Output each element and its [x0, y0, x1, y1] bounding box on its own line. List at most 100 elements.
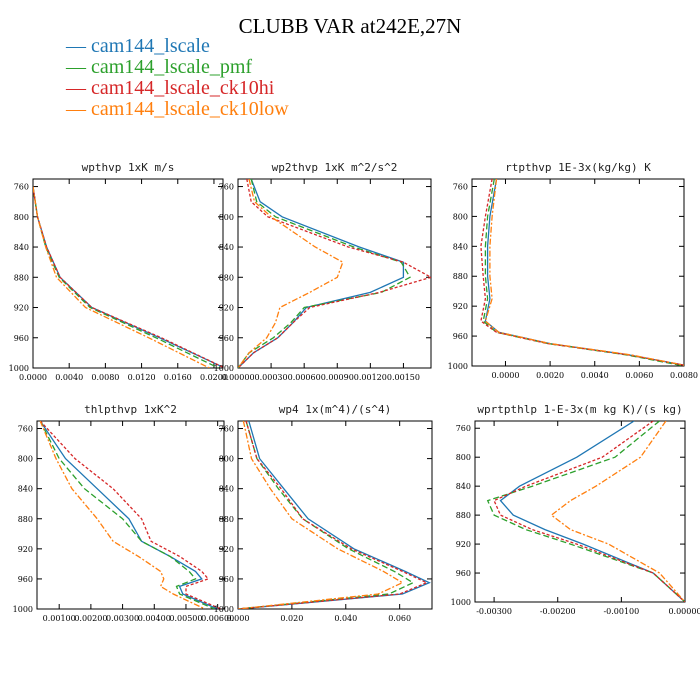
subplot: thlpthvp 1xK^276080084088092096010000.00…: [13, 403, 235, 623]
legend-line: —: [66, 98, 91, 120]
y-tick-label: 800: [456, 453, 471, 462]
y-tick-label: 1000: [451, 598, 471, 607]
y-tick-label: 920: [219, 545, 234, 554]
series-line: [33, 186, 210, 368]
x-tick-label: 0.040: [334, 614, 357, 623]
y-tick-label: 960: [14, 334, 29, 343]
plot-frame: [36, 420, 225, 610]
x-tick-label: 0.020: [280, 614, 303, 623]
subplot: wprtpthlp 1-E-3x(m kg K)/(s kg) 760 800 840…: [451, 403, 700, 616]
y-tick-label: 920: [453, 302, 468, 311]
x-tick-label: 0.00030: [255, 373, 288, 382]
x-tick-label: 0.00500: [169, 614, 202, 623]
series-line: [238, 179, 431, 368]
series-line: [39, 421, 215, 609]
subplot-title: wprtpthlp 1-E-3x(m kg K)/(s kg): [477, 403, 682, 416]
legend-item: — cam144_lscale_pmf: [66, 57, 289, 78]
y-tick-label: 760: [18, 425, 33, 434]
y-tick-label: 1000: [13, 605, 33, 614]
subplot-title: wp2thvp 1xK m^2/s^2: [272, 161, 398, 174]
x-tick-label: -0.00100: [603, 607, 639, 616]
x-tick-label: 0.0080: [670, 371, 698, 380]
legend-item: — cam144_lscale: [66, 36, 289, 57]
y-tick-label: 840: [219, 243, 234, 252]
y-tick-label: 840: [18, 485, 33, 494]
x-tick-label: 0.00000: [668, 607, 700, 616]
x-tick-label: 0.0020: [536, 371, 564, 380]
y-tick-label: 1000: [448, 362, 468, 371]
x-tick-label: 0.00000: [221, 373, 254, 382]
y-tick-label: 1000: [214, 605, 234, 614]
series-line: [33, 186, 223, 368]
legend-item: — cam144_lscale_ck10hi: [66, 78, 289, 99]
series-line: [493, 421, 685, 602]
y-tick-label: 1000: [214, 364, 234, 373]
x-tick-label: 0.0040: [581, 371, 609, 380]
x-tick-label: 0.000: [227, 614, 250, 623]
y-tick-label: 840: [14, 243, 29, 252]
series-line: [238, 179, 405, 368]
legend-label: cam144_lscale_pmf: [91, 56, 253, 78]
legend-line: —: [66, 56, 91, 78]
subplot-title: thlpthvp 1xK^2: [84, 403, 177, 416]
plot-frame: [471, 178, 685, 367]
plot-frame: [237, 178, 432, 369]
subplot-title: rtpthvp 1E-3x(kg/kg) K: [505, 161, 651, 174]
plot-frame: [32, 178, 224, 369]
y-tick-label: 880: [219, 515, 234, 524]
y-tick-label: 1000: [9, 364, 29, 373]
subplot-title: wpthvp 1xK m/s: [82, 161, 175, 174]
series-line: [33, 186, 223, 368]
series-line: [484, 179, 684, 366]
y-tick-label: 840: [456, 482, 471, 491]
y-tick-label: 800: [14, 213, 29, 222]
y-tick-label: 760: [219, 183, 234, 192]
y-tick-label: 800: [453, 212, 468, 221]
y-tick-label: 880: [456, 511, 471, 520]
y-tick-label: 800: [18, 455, 33, 464]
y-tick-label: 920: [18, 545, 33, 554]
y-tick-label: 880: [14, 273, 29, 282]
x-tick-label: 0.0000: [491, 371, 519, 380]
series-line: [39, 421, 206, 609]
x-tick-label: -0.00300: [476, 607, 512, 616]
x-tick-label: 0.0040: [55, 373, 83, 382]
y-tick-label: 920: [456, 540, 471, 549]
series-line: [499, 421, 685, 602]
series-line: [238, 421, 429, 609]
y-tick-label: 960: [219, 575, 234, 584]
subplot: wp2thvp 1xK m^2/s^2 760 800 840 880 920 960 100…: [214, 161, 432, 382]
subplot-title: wp4 1x(m^4)/(s^4): [279, 403, 392, 416]
y-tick-label: 800: [219, 455, 234, 464]
x-tick-label: 0.00090: [321, 373, 354, 382]
x-tick-label: 0.0060: [625, 371, 653, 380]
plot-frame: [474, 420, 686, 603]
series-line: [482, 179, 684, 366]
series-line: [238, 421, 431, 609]
series-line: [480, 179, 684, 366]
plot-frame: [237, 420, 433, 610]
x-tick-label: 0.060: [388, 614, 411, 623]
y-tick-label: 960: [456, 569, 471, 578]
x-tick-label: 0.00600: [201, 614, 234, 623]
legend: — cam144_lscale — cam144_lscale_pmf — ca…: [66, 36, 289, 120]
series-line: [238, 421, 415, 609]
subplot: rtpthvp 1E-3x(kg/kg) K 760 800 840 880 920 960…: [448, 161, 698, 380]
y-tick-label: 840: [219, 485, 234, 494]
y-tick-label: 960: [219, 334, 234, 343]
y-tick-label: 880: [18, 515, 33, 524]
x-tick-label: 0.0200: [200, 373, 228, 382]
legend-label: cam144_lscale_ck10hi: [91, 77, 275, 99]
legend-label: cam144_lscale_ck10low: [91, 98, 289, 120]
x-tick-label: 0.00060: [288, 373, 321, 382]
y-tick-label: 960: [453, 332, 468, 341]
y-tick-label: 880: [219, 273, 234, 282]
x-tick-label: 0.0000: [19, 373, 47, 382]
chart-title: CLUBB VAR at242E,27N: [238, 14, 462, 38]
x-tick-label: 0.00400: [138, 614, 171, 623]
y-tick-label: 760: [456, 424, 471, 433]
y-tick-label: 880: [453, 272, 468, 281]
legend-line: —: [66, 77, 91, 99]
x-tick-label: 0.00150: [387, 373, 420, 382]
